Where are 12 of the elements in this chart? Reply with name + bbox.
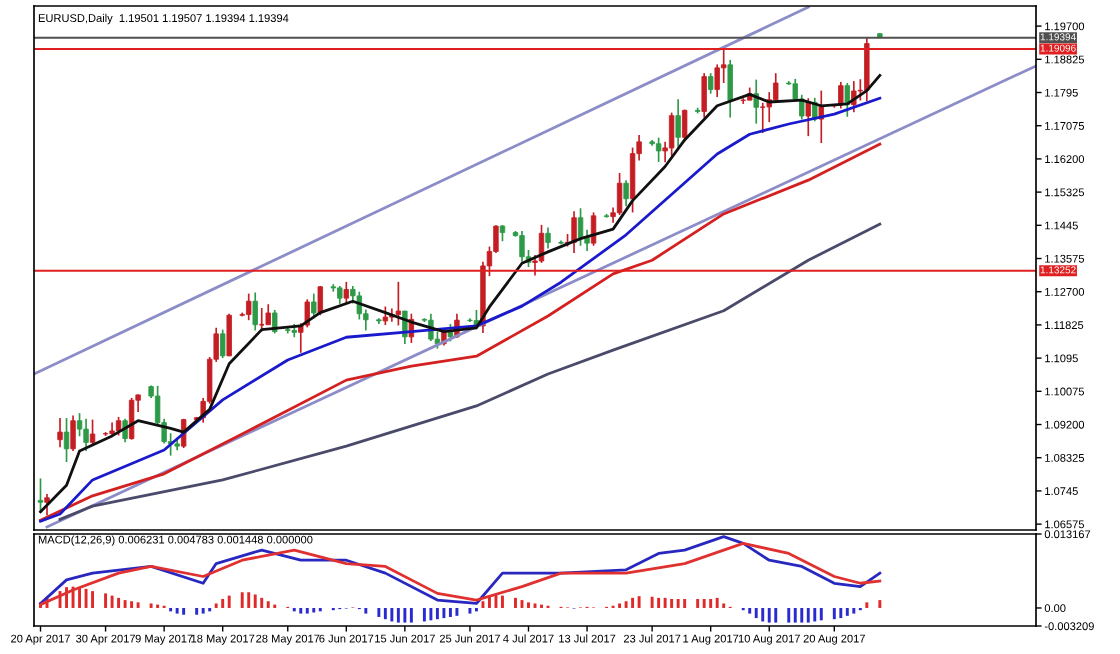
candlestick (174, 436, 180, 452)
candlestick (558, 239, 564, 246)
candlestick (382, 305, 389, 326)
candlestick (376, 317, 382, 325)
line-series (58, 222, 882, 521)
candlestick (285, 326, 291, 335)
candlestick (395, 281, 402, 327)
candlestick (668, 111, 675, 157)
candlestick (655, 136, 662, 163)
candlestick (616, 172, 623, 216)
candlestick (681, 108, 688, 143)
candlestick (258, 307, 265, 333)
